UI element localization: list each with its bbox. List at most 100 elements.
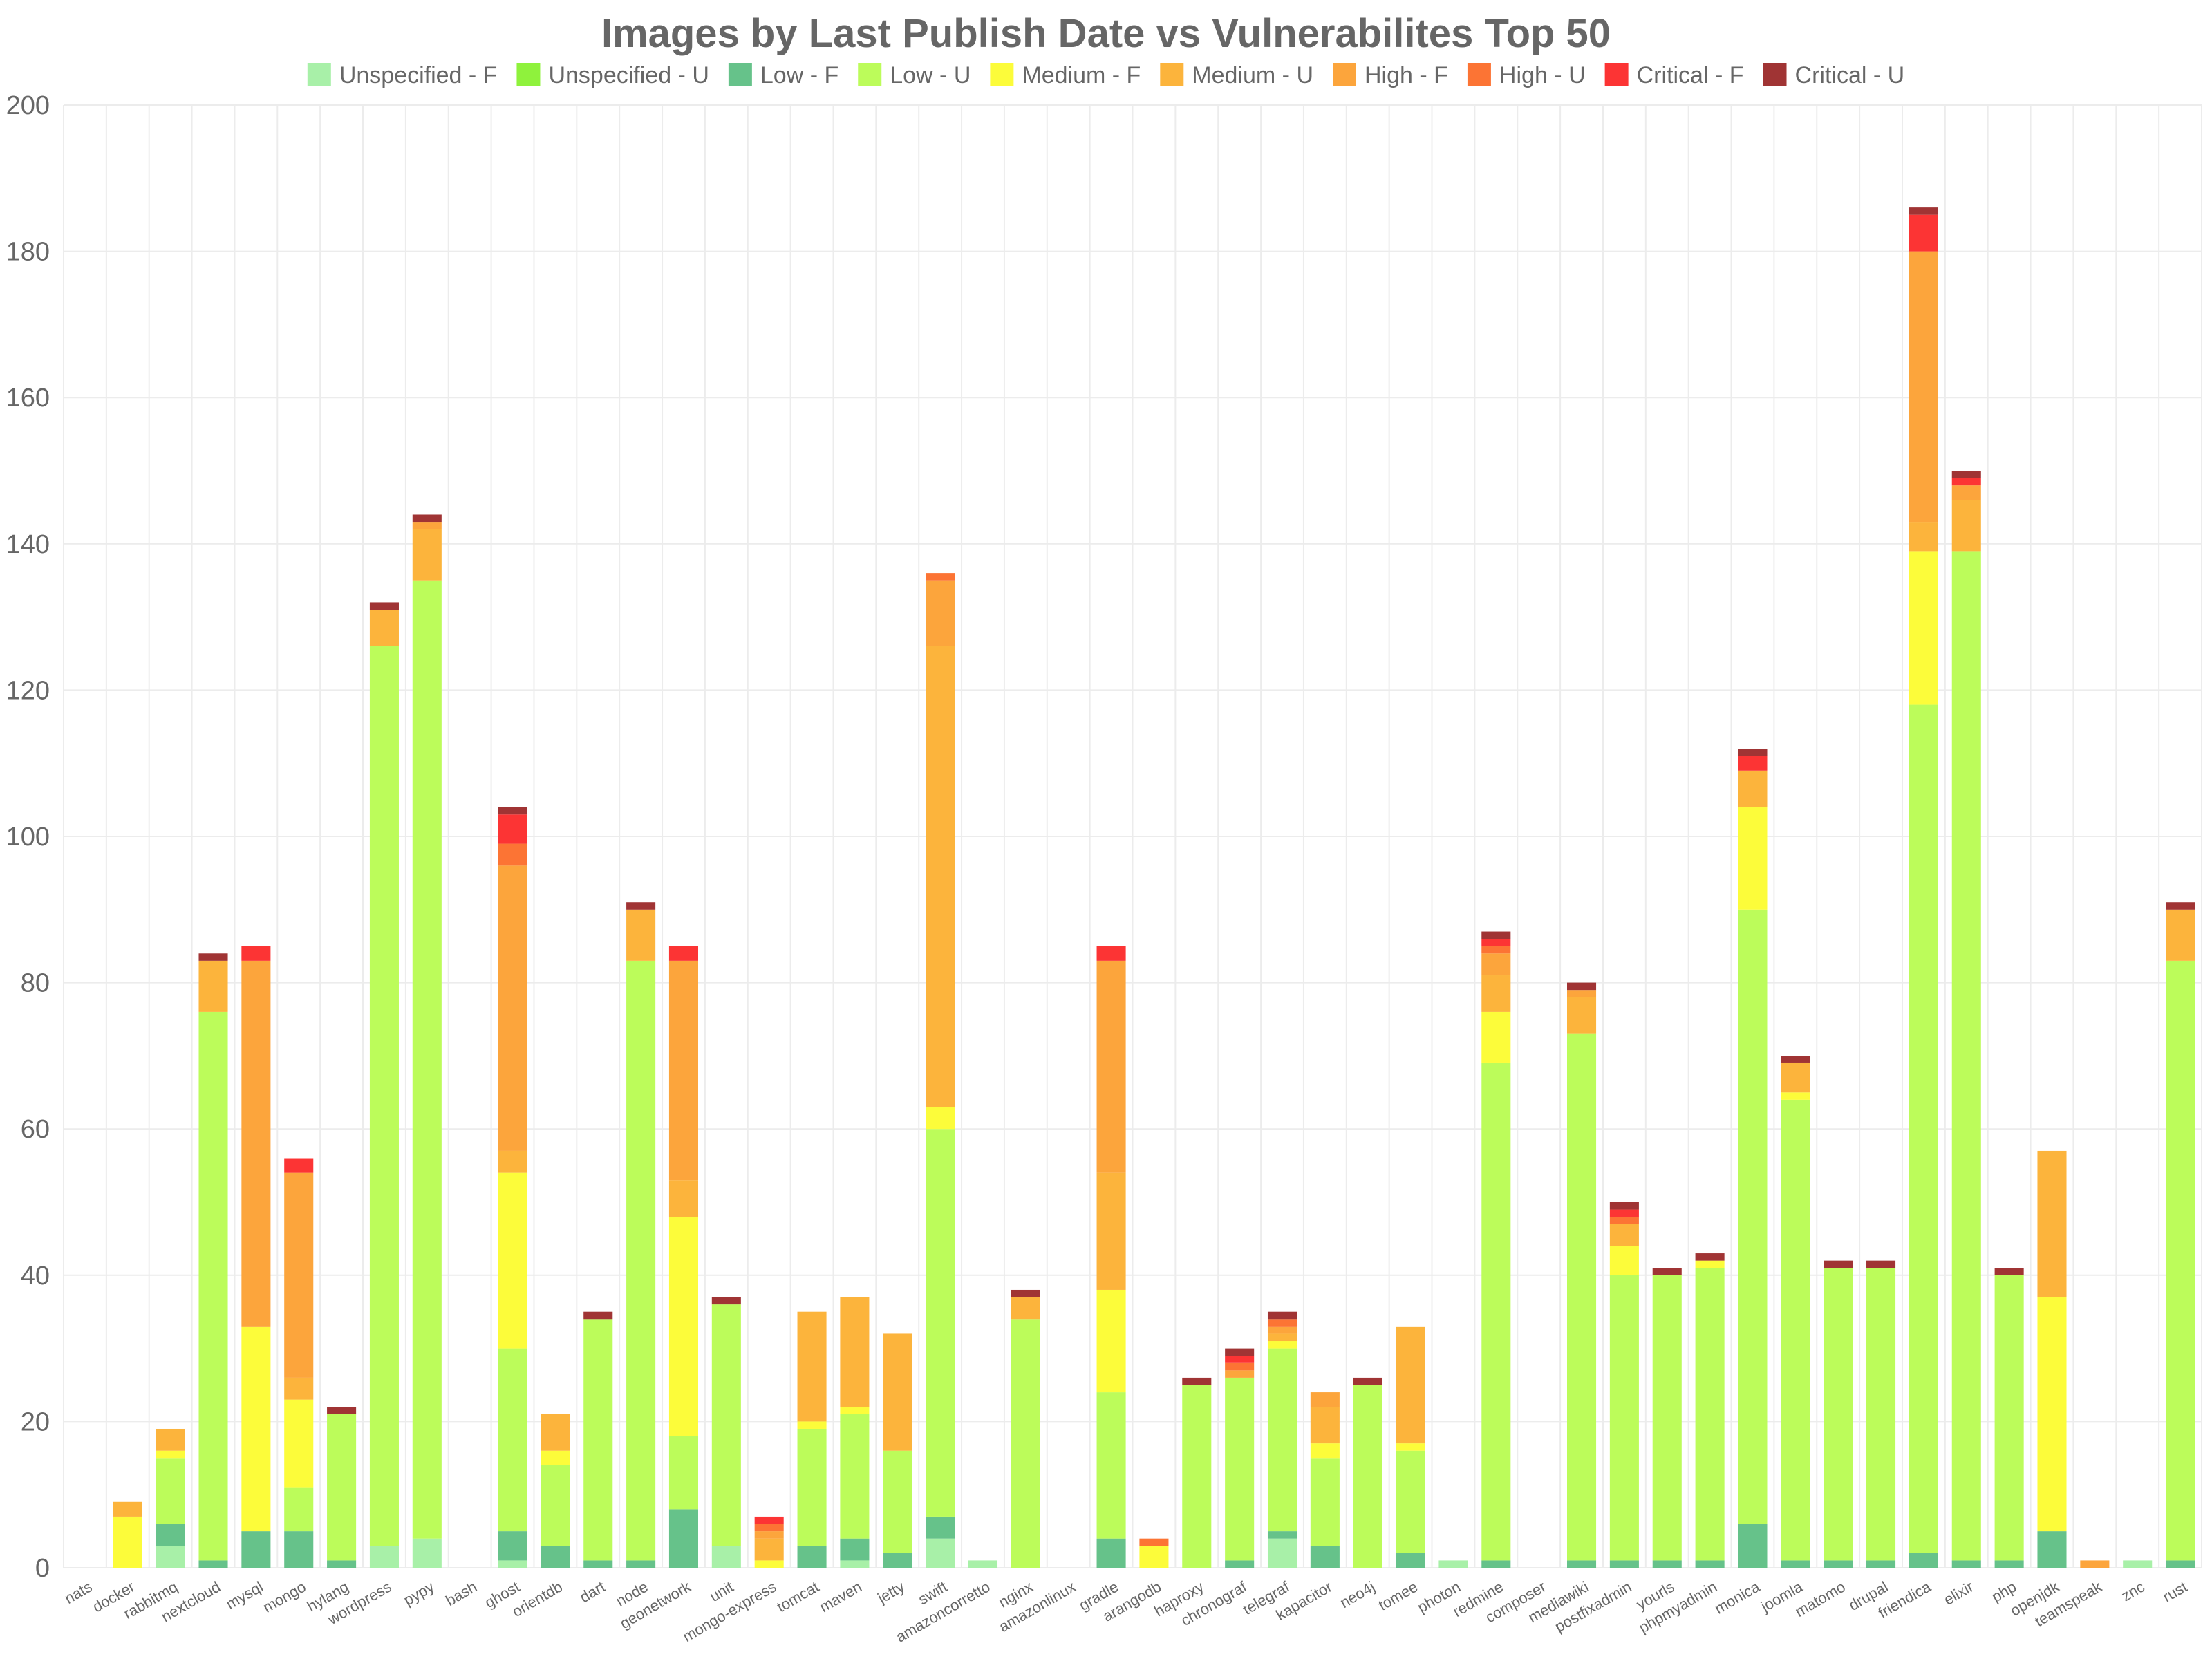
bar-stack-docker bbox=[113, 1501, 142, 1568]
bar-segment bbox=[1609, 1560, 1639, 1568]
bar-segment bbox=[668, 946, 699, 961]
bar-segment bbox=[1396, 1443, 1425, 1451]
bar-segment bbox=[113, 1516, 142, 1568]
bar-segment bbox=[284, 1158, 314, 1173]
bar-segment bbox=[2166, 909, 2195, 961]
bar-segment bbox=[156, 1450, 185, 1459]
bar-segment bbox=[541, 1450, 570, 1465]
bar-segment bbox=[1609, 1202, 1639, 1210]
bar-segment bbox=[2123, 1560, 2153, 1568]
bar-segment bbox=[926, 1107, 955, 1130]
bar-stack-maven bbox=[840, 1297, 870, 1568]
bar-segment bbox=[1824, 1268, 1853, 1561]
legend-label: Medium - F bbox=[1022, 62, 1141, 88]
bar-segment bbox=[1481, 1011, 1511, 1063]
bar-stack-elixir bbox=[1951, 471, 1981, 1568]
bar-stack-drupal bbox=[1866, 1260, 1896, 1568]
legend-item[interactable]: Medium - U bbox=[1160, 62, 1313, 88]
bar-segment bbox=[1695, 1268, 1725, 1561]
bar-segment bbox=[1866, 1268, 1896, 1561]
bar-segment bbox=[241, 946, 271, 961]
bar-stack-znc bbox=[2123, 1560, 2153, 1568]
legend-label: Low - F bbox=[760, 62, 838, 88]
bar-segment bbox=[1481, 953, 1511, 976]
bar-segment bbox=[1824, 1560, 1853, 1568]
bar-segment bbox=[1396, 1553, 1425, 1568]
bar-segment bbox=[498, 1172, 527, 1349]
legend-item[interactable]: High - U bbox=[1467, 62, 1586, 88]
bar-stack-ghost bbox=[498, 807, 527, 1568]
bar-segment bbox=[1781, 1099, 1810, 1561]
legend-item[interactable]: Unspecified - U bbox=[516, 62, 709, 88]
bar-segment bbox=[1225, 1377, 1255, 1561]
bar-segment bbox=[1609, 1224, 1639, 1246]
legend-label: High - F bbox=[1365, 62, 1448, 88]
bar-segment bbox=[498, 1348, 527, 1532]
bar-segment bbox=[1738, 756, 1768, 771]
bar-segment bbox=[498, 814, 527, 844]
bar-segment bbox=[1481, 931, 1511, 939]
bar-segment bbox=[2166, 960, 2195, 1561]
bar-segment bbox=[198, 960, 228, 1012]
bar-segment bbox=[1481, 939, 1511, 946]
legend-item[interactable]: Low - U bbox=[858, 62, 971, 88]
x-tick-label: dart bbox=[577, 1578, 608, 1606]
bar-segment bbox=[198, 1011, 228, 1561]
y-tick-label: 200 bbox=[6, 91, 50, 120]
bar-segment bbox=[156, 1428, 185, 1451]
legend-item[interactable]: Low - F bbox=[728, 62, 838, 88]
y-tick-label: 40 bbox=[21, 1262, 50, 1291]
bar-segment bbox=[1781, 1092, 1810, 1100]
legend-item[interactable]: High - F bbox=[1333, 62, 1448, 88]
legend-label: Low - U bbox=[890, 62, 971, 88]
bar-segment bbox=[1267, 1538, 1297, 1568]
legend-item[interactable]: Critical - U bbox=[1763, 62, 1905, 88]
bar-segment bbox=[754, 1516, 784, 1524]
x-tick-label: monica bbox=[1712, 1577, 1763, 1617]
legend-label: High - U bbox=[1499, 62, 1586, 88]
bar-segment bbox=[1011, 1319, 1040, 1568]
bar-segment bbox=[926, 1538, 955, 1568]
bar-segment bbox=[840, 1407, 870, 1414]
bar-stack-amazoncorretto bbox=[968, 1560, 998, 1568]
legend-item[interactable]: Critical - F bbox=[1604, 62, 1744, 88]
bar-segment bbox=[1566, 1560, 1597, 1568]
bar-segment bbox=[626, 902, 656, 910]
bar-segment bbox=[1139, 1538, 1169, 1546]
bar-segment bbox=[1566, 997, 1597, 1034]
bar-segment bbox=[1951, 500, 1981, 552]
legend-item[interactable]: Medium - F bbox=[990, 62, 1141, 88]
bar-segment bbox=[1609, 1217, 1639, 1224]
bar-segment bbox=[327, 1414, 357, 1561]
bar-stack-rust bbox=[2166, 902, 2195, 1568]
legend-label: Critical - F bbox=[1637, 62, 1744, 88]
bar-segment bbox=[284, 1531, 314, 1568]
bar-segment bbox=[498, 843, 527, 866]
bar-segment bbox=[1738, 1524, 1768, 1568]
x-tick-label: nats bbox=[62, 1578, 95, 1607]
bar-segment bbox=[1652, 1560, 1682, 1568]
bar-segment bbox=[1310, 1443, 1340, 1459]
bar-segment bbox=[1994, 1560, 2024, 1568]
bar-segment bbox=[369, 602, 399, 610]
bar-segment bbox=[498, 865, 527, 1151]
bar-segment bbox=[1909, 704, 1938, 1553]
bar-segment bbox=[1866, 1560, 1896, 1568]
legend-item[interactable]: Unspecified - F bbox=[307, 62, 498, 88]
y-tick-label: 140 bbox=[6, 530, 50, 559]
bar-segment bbox=[840, 1538, 870, 1561]
bar-segment bbox=[1781, 1056, 1810, 1063]
bar-segment bbox=[1909, 251, 1938, 523]
x-tick-label: tomee bbox=[1376, 1578, 1421, 1614]
bar-segment bbox=[668, 1509, 699, 1568]
bar-segment bbox=[668, 1217, 699, 1436]
bar-segment bbox=[711, 1546, 741, 1568]
bar-segment bbox=[1481, 1560, 1511, 1568]
y-tick-label: 80 bbox=[21, 969, 50, 998]
bar-segment bbox=[1695, 1260, 1725, 1268]
bar-segment bbox=[883, 1333, 912, 1451]
bar-segment bbox=[1951, 1560, 1981, 1568]
bar-segment bbox=[583, 1560, 613, 1568]
bar-stack-chronograf bbox=[1225, 1348, 1255, 1568]
bar-segment bbox=[797, 1428, 827, 1546]
